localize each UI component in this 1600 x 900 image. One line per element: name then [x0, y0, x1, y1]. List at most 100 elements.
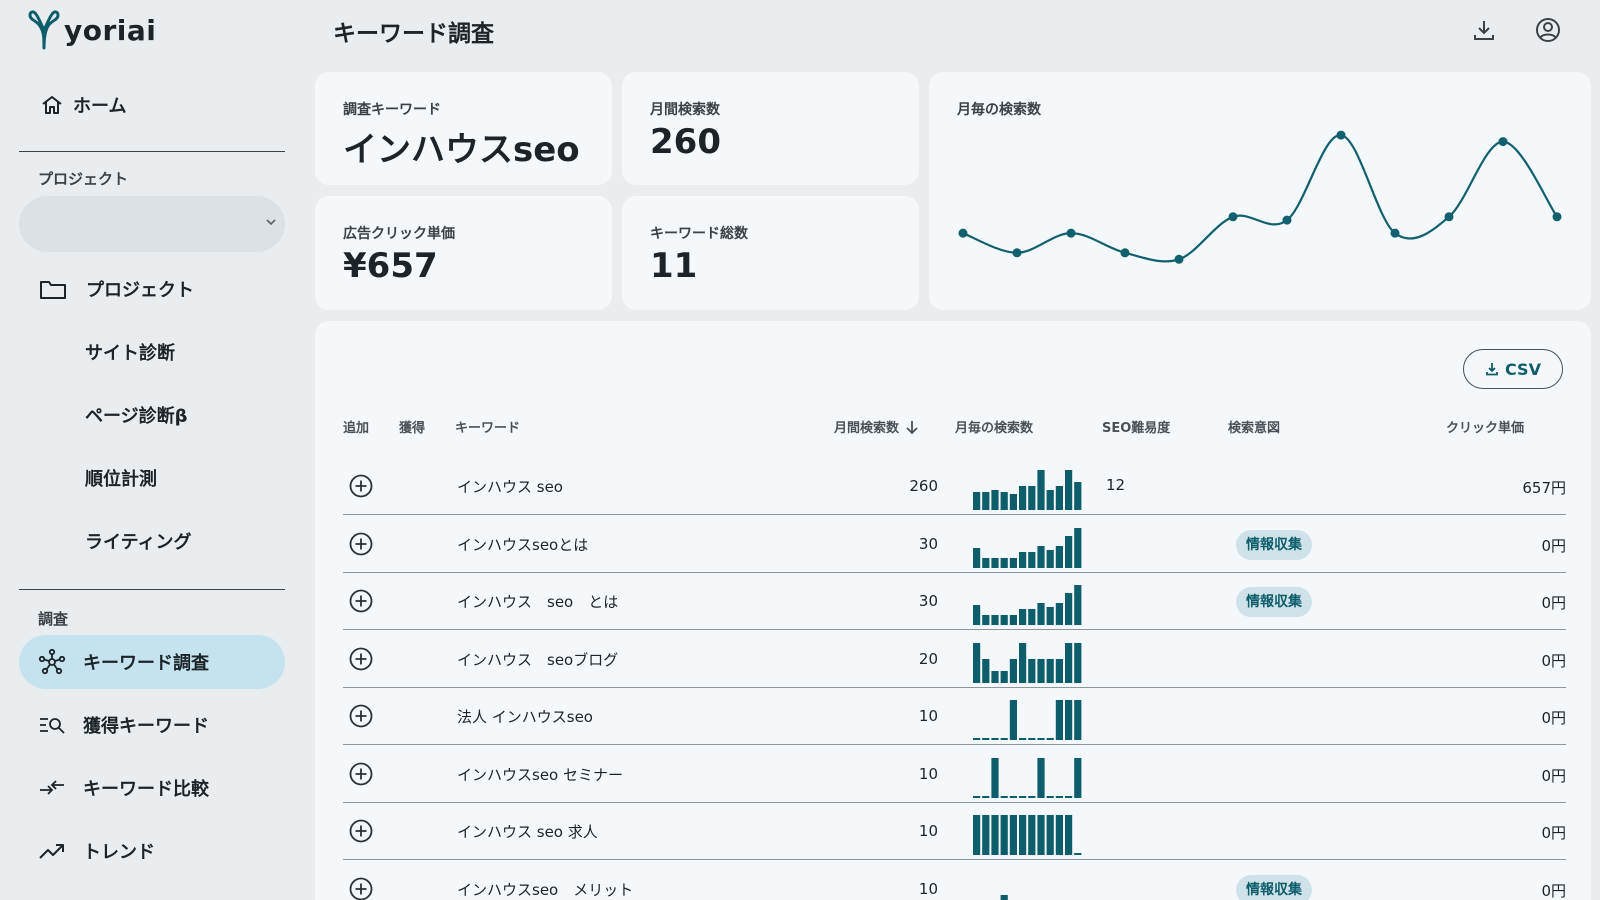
chart-title: 月毎の検索数: [957, 102, 1041, 118]
th-volume[interactable]: 月間検索数: [834, 417, 919, 436]
sparkline-bar: [1065, 815, 1073, 855]
row-divider: [343, 859, 1566, 860]
sparkline-bar: [1055, 658, 1063, 683]
nav-page-diagnosis-label: ページ診断β: [85, 406, 188, 427]
nav-project[interactable]: プロジェクト: [19, 262, 285, 316]
table-row[interactable]: インハウス seoブログ 20 0円: [343, 631, 1566, 688]
th-keyword[interactable]: キーワード: [455, 421, 521, 436]
row-sparkline: [973, 585, 1082, 625]
logo-text: yoriai: [64, 13, 157, 47]
add-circle-icon[interactable]: [349, 474, 373, 498]
nav-site-diagnosis-label: サイト診断: [85, 343, 175, 364]
csv-download-button[interactable]: CSV: [1463, 349, 1563, 389]
sparkline-bar: [1000, 815, 1008, 855]
page-title: キーワード調査: [333, 21, 494, 47]
sparkline-bar: [991, 557, 999, 568]
nav-home[interactable]: ホーム: [19, 78, 285, 132]
sparkline-bar: [1019, 486, 1027, 510]
metric-card-volume: 月間検索数 260: [622, 72, 919, 185]
metric-total-value: 11: [650, 246, 698, 286]
table-row[interactable]: インハウス seo とは 30 情報収集 0円: [343, 573, 1566, 630]
data-point[interactable]: [1012, 248, 1022, 258]
row-keyword[interactable]: インハウスseo メリット: [457, 880, 634, 899]
table-row[interactable]: インハウス seo 260 12 657円: [343, 458, 1566, 515]
table-row[interactable]: インハウスseo セミナー 10 0円: [343, 746, 1566, 803]
data-point[interactable]: [1336, 130, 1346, 140]
row-keyword[interactable]: インハウス seo とは: [457, 593, 619, 611]
sparkline-bar: [1000, 795, 1008, 798]
table-row[interactable]: インハウス seo 求人 10 0円: [343, 803, 1566, 860]
data-point[interactable]: [958, 228, 968, 238]
sparkline-bar: [1046, 795, 1054, 798]
sparkline-bar: [1046, 607, 1054, 625]
table-row[interactable]: インハウスseo メリット 10 情報収集 0円: [343, 861, 1566, 900]
account-icon[interactable]: [1533, 15, 1563, 45]
data-point[interactable]: [1390, 228, 1400, 238]
row-cpc: 657円: [1522, 479, 1566, 497]
nav-writing[interactable]: ライティング: [19, 514, 285, 568]
add-circle-icon[interactable]: [349, 532, 373, 556]
compare-arrows-icon: [37, 773, 67, 803]
nav-keyword-compare[interactable]: キーワード比較: [19, 761, 285, 815]
row-cpc: 0円: [1541, 824, 1566, 842]
metric-cpc-label: 広告クリック単価: [343, 226, 455, 242]
row-cpc: 0円: [1541, 709, 1566, 727]
sparkline-bar: [1074, 757, 1082, 798]
trending-up-icon: [37, 836, 67, 866]
download-icon[interactable]: [1469, 15, 1499, 45]
metric-volume-label: 月間検索数: [650, 102, 720, 118]
table-row[interactable]: インハウスseoとは 30 情報収集 0円: [343, 516, 1566, 573]
row-keyword[interactable]: 法人 インハウスseo: [457, 708, 593, 726]
table-row[interactable]: 法人 インハウスseo 10 0円: [343, 688, 1566, 745]
sparkline-bar: [1046, 490, 1054, 510]
add-circle-icon[interactable]: [349, 647, 373, 671]
data-point[interactable]: [1174, 254, 1184, 264]
data-point[interactable]: [1552, 212, 1562, 222]
home-icon: [37, 90, 67, 120]
th-cpc[interactable]: クリック単価: [1446, 421, 1525, 436]
sparkline-bar: [973, 492, 981, 510]
nav-rank-tracking[interactable]: 順位計測: [19, 451, 285, 505]
yoriai-logo[interactable]: yoriai: [28, 10, 156, 50]
row-keyword[interactable]: インハウス seo 求人: [457, 823, 598, 841]
sparkline-bar: [1074, 642, 1082, 683]
row-keyword[interactable]: インハウスseoとは: [457, 535, 589, 554]
sparkline-bar: [991, 670, 999, 683]
nav-home-label: ホーム: [73, 96, 127, 117]
data-point[interactable]: [1228, 212, 1238, 222]
nav-site-diagnosis[interactable]: サイト診断: [19, 325, 285, 379]
th-acquired[interactable]: 獲得: [399, 421, 426, 436]
nav-acquired-keywords[interactable]: 獲得キーワード: [19, 698, 285, 752]
data-point[interactable]: [1282, 215, 1292, 225]
nav-keyword-research[interactable]: キーワード調査: [19, 635, 285, 689]
nav-page-diagnosis[interactable]: ページ診断β: [19, 388, 285, 442]
nav-trend[interactable]: トレンド: [19, 824, 285, 878]
row-sparkline: [973, 815, 1082, 855]
row-sparkline: [973, 642, 1082, 683]
sparkline-bar: [1055, 603, 1063, 625]
sparkline-bar: [1074, 585, 1082, 625]
row-keyword[interactable]: インハウス seo: [457, 478, 563, 496]
data-point[interactable]: [1120, 248, 1130, 258]
data-point[interactable]: [1498, 137, 1508, 147]
data-point[interactable]: [1066, 228, 1076, 238]
sparkline-bar: [1019, 815, 1027, 855]
row-keyword[interactable]: インハウス seoブログ: [457, 650, 619, 669]
th-intent[interactable]: 検索意図: [1228, 421, 1281, 436]
add-circle-icon[interactable]: [349, 877, 373, 900]
sparkline-bar: [1055, 545, 1063, 568]
sparkline-bar: [982, 815, 990, 855]
sparkline-bar: [973, 815, 981, 855]
sparkline-bar: [1065, 535, 1073, 568]
add-circle-icon[interactable]: [349, 704, 373, 728]
sparkline-bar: [1037, 815, 1045, 855]
add-circle-icon[interactable]: [349, 762, 373, 786]
nav-rank-tracking-label: 順位計測: [85, 469, 157, 490]
row-cpc: 0円: [1541, 594, 1566, 612]
th-difficulty[interactable]: SEO難易度: [1102, 421, 1171, 436]
row-keyword[interactable]: インハウスseo セミナー: [457, 765, 623, 784]
add-circle-icon[interactable]: [349, 819, 373, 843]
data-point[interactable]: [1444, 212, 1454, 222]
add-circle-icon[interactable]: [349, 589, 373, 613]
project-select[interactable]: [19, 196, 285, 252]
